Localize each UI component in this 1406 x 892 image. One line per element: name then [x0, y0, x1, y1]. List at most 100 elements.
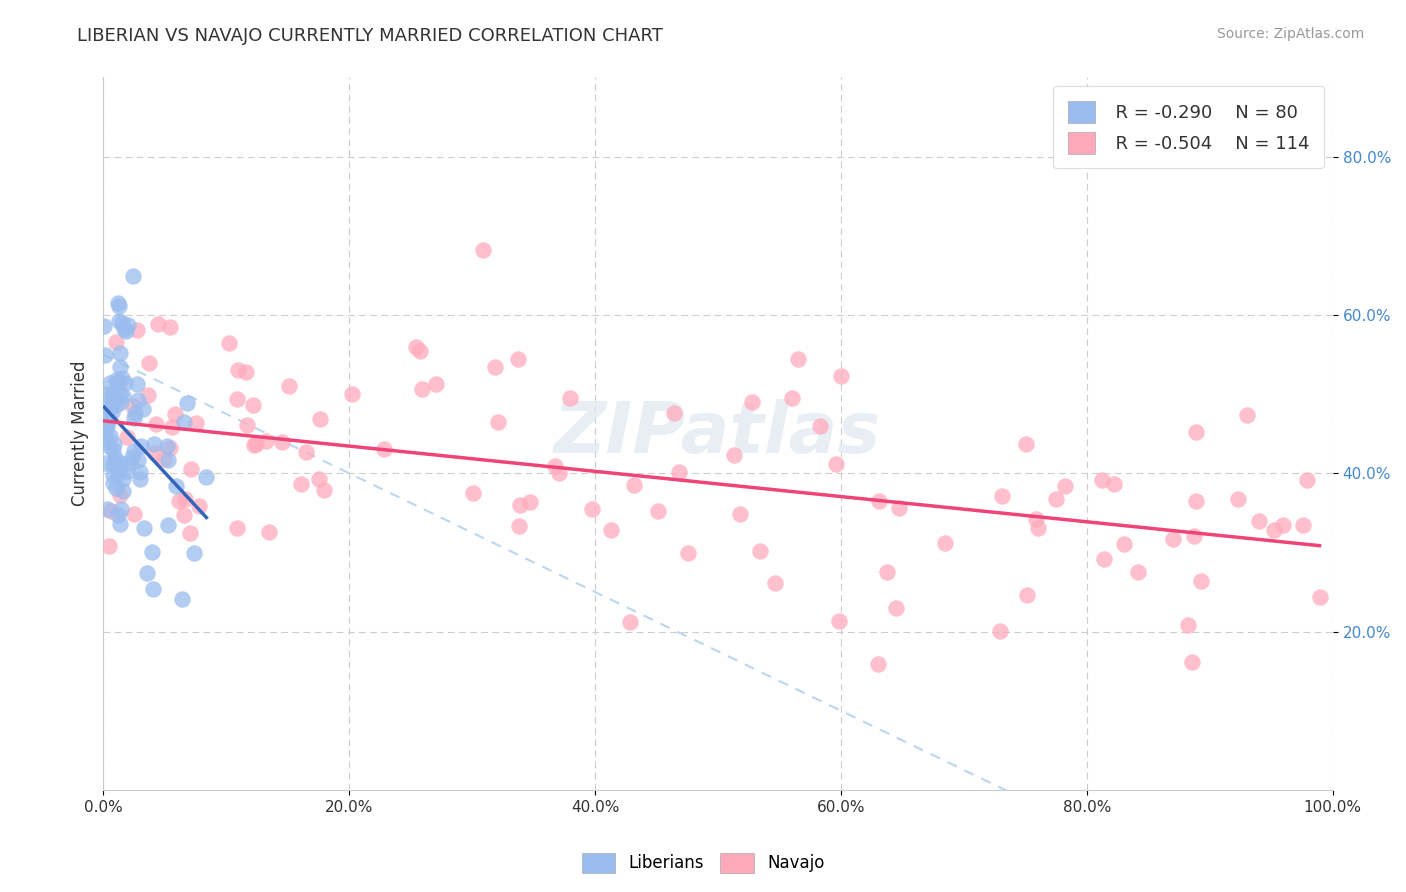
Point: [143, 446, 166, 460]
Point: [157, 518, 180, 533]
Point: [132, 521, 155, 535]
Point: [93, 319, 115, 334]
Point: [547, 467, 569, 481]
Point: [103, 455, 125, 469]
Point: [104, 391, 127, 405]
Point: [110, 502, 132, 516]
Point: [124, 406, 146, 420]
Point: [108, 299, 131, 313]
Point: [242, 398, 264, 412]
Point: [195, 469, 218, 483]
Point: [136, 388, 159, 402]
Point: [1184, 494, 1206, 508]
Point: [314, 483, 336, 497]
Point: [676, 546, 699, 560]
Point: [184, 416, 207, 430]
Point: [934, 536, 956, 550]
Point: [1292, 518, 1315, 533]
Point: [866, 657, 889, 671]
Point: [827, 614, 849, 628]
Point: [1182, 529, 1205, 543]
Point: [508, 518, 530, 533]
Point: [105, 372, 128, 386]
Point: [96, 418, 118, 433]
Point: [108, 463, 131, 477]
Point: [1227, 491, 1250, 506]
Point: [114, 376, 136, 391]
Text: ZIPatlas: ZIPatlas: [554, 399, 882, 468]
Point: [112, 472, 135, 486]
Point: [107, 314, 129, 328]
Point: [509, 498, 531, 512]
Point: [1017, 589, 1039, 603]
Point: [876, 565, 898, 579]
Point: [243, 437, 266, 451]
Point: [93, 456, 115, 470]
Point: [127, 323, 149, 337]
Point: [117, 318, 139, 332]
Point: [105, 334, 128, 349]
Point: [581, 501, 603, 516]
Point: [108, 376, 131, 391]
Point: [108, 359, 131, 374]
Point: [98, 539, 121, 553]
Point: [1185, 425, 1208, 440]
Point: [100, 392, 122, 407]
Point: [94, 348, 117, 362]
Point: [405, 340, 427, 354]
Point: [1126, 565, 1149, 579]
Point: [411, 382, 433, 396]
Point: [558, 391, 581, 405]
Point: [104, 481, 127, 495]
Point: [226, 363, 249, 377]
Point: [107, 375, 129, 389]
Point: [1161, 532, 1184, 546]
Point: [167, 494, 190, 508]
Point: [245, 437, 267, 451]
Point: [120, 456, 142, 470]
Point: [990, 489, 1012, 503]
Point: [294, 445, 316, 459]
Point: [290, 477, 312, 491]
Point: [111, 316, 134, 330]
Point: [142, 582, 165, 596]
Point: [506, 351, 529, 366]
Point: [1236, 409, 1258, 423]
Point: [519, 495, 541, 509]
Point: [96, 386, 118, 401]
Point: [104, 450, 127, 465]
Point: [1263, 523, 1285, 537]
Point: [1104, 477, 1126, 491]
Point: [165, 479, 187, 493]
Point: [824, 457, 846, 471]
Point: [1177, 617, 1199, 632]
Point: [884, 601, 907, 615]
Point: [98, 429, 121, 443]
Point: [741, 394, 763, 409]
Point: [93, 402, 115, 417]
Point: [544, 459, 567, 474]
Point: [1045, 491, 1067, 506]
Point: [122, 410, 145, 425]
Point: [179, 526, 201, 541]
Point: [187, 500, 209, 514]
Point: [108, 346, 131, 360]
Point: [94, 434, 117, 448]
Point: [662, 406, 685, 420]
Point: [122, 268, 145, 283]
Point: [340, 387, 363, 401]
Point: [132, 401, 155, 416]
Point: [128, 472, 150, 486]
Point: [138, 356, 160, 370]
Point: [110, 517, 132, 532]
Point: [107, 467, 129, 481]
Point: [173, 492, 195, 507]
Point: [173, 415, 195, 429]
Point: [101, 475, 124, 490]
Point: [101, 443, 124, 458]
Point: [619, 615, 641, 629]
Point: [808, 419, 831, 434]
Point: [121, 400, 143, 414]
Point: [103, 437, 125, 451]
Point: [484, 359, 506, 374]
